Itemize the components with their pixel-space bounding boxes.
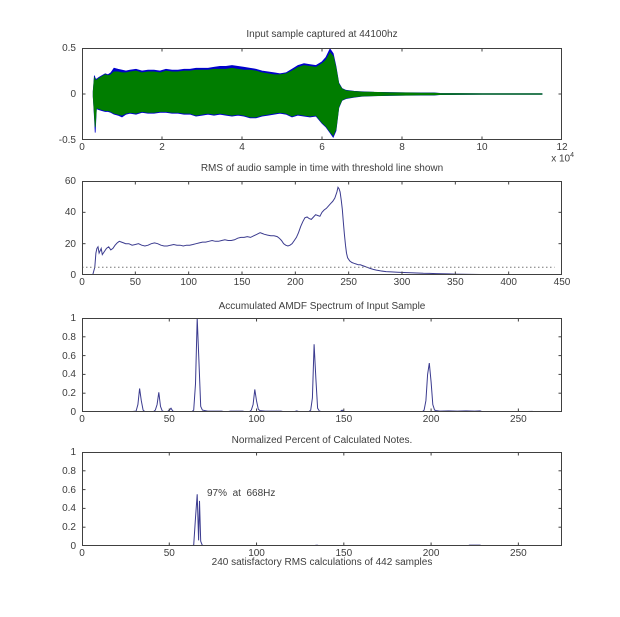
rms-x-tick-label: 200: [286, 277, 304, 288]
amdf-x-tick-label: 250: [510, 414, 527, 425]
amdf-x-tick-label: 100: [248, 414, 265, 425]
notes-title: Normalized Percent of Calculated Notes.: [231, 435, 413, 446]
rms-y-tick-label: 60: [64, 176, 76, 187]
amdf-spectrum: [82, 318, 562, 412]
notes-x-tick-label: 0: [79, 548, 85, 559]
waveform-y-tick-label: 0.5: [62, 43, 76, 54]
amdf-x-tick-label: 200: [422, 414, 440, 425]
rms-title: RMS of audio sample in time with thresho…: [200, 163, 444, 174]
notes-x-tick-label: 150: [335, 548, 353, 559]
waveform-envelope-green: [92, 51, 543, 137]
notes-plot: [82, 452, 562, 546]
rms-x-tick-label: 450: [553, 277, 571, 288]
waveform-plot: [82, 48, 562, 140]
amdf-y-tick-label: 0.6: [62, 350, 76, 362]
rms-x-tick-label: 350: [446, 277, 464, 288]
notes-y-tick-label: 0.6: [62, 484, 76, 496]
waveform-y-tick-label: -0.5: [58, 135, 76, 146]
rms-x-tick-label: 250: [340, 277, 357, 288]
amdf-x-tick-label: 0: [79, 414, 85, 425]
notes-x-tick-label: 50: [163, 548, 175, 559]
rms-plot: [82, 181, 562, 275]
amdf-y-tick-label: 1: [70, 313, 76, 324]
exponent-power: 4: [570, 152, 574, 159]
amdf-axes-box: [82, 318, 562, 412]
rms-axes-box: [82, 181, 562, 275]
notes-x-tick-label: 200: [422, 548, 440, 559]
waveform-x-tick-label: 6: [319, 142, 325, 153]
amdf-x-tick-label: 150: [335, 414, 353, 425]
notes-xlabel: 240 satisfactory RMS calculations of 442…: [211, 557, 433, 568]
notes-y-tick-label: 0: [70, 541, 76, 552]
notes-y-tick-label: 0.8: [62, 465, 76, 477]
waveform-x-tick-label: 2: [159, 142, 165, 153]
waveform-y-tick-label: 0: [70, 89, 76, 100]
notes-y-tick-label: 0.4: [62, 503, 76, 515]
amdf-y-tick-label: 0.8: [62, 331, 76, 343]
waveform-x-tick-label: 4: [239, 142, 245, 153]
x-axis-exponent-label: x 104: [528, 152, 574, 164]
rms-x-tick-label: 400: [500, 277, 517, 288]
rms-y-tick-label: 20: [64, 238, 76, 250]
amdf-plot: [82, 318, 562, 412]
rms-x-tick-label: 100: [180, 277, 197, 288]
notes-y-tick-label: 1: [70, 447, 76, 458]
waveform-x-tick-label: 8: [399, 142, 405, 153]
rms-x-tick-label: 300: [393, 277, 411, 288]
rms-x-tick-label: 150: [233, 277, 251, 288]
notes-y-tick-label: 0.2: [62, 522, 76, 534]
amdf-x-tick-label: 50: [163, 414, 175, 425]
waveform-title: Input sample captured at 44100hz: [246, 29, 398, 40]
rms-x-tick-label: 0: [79, 277, 85, 288]
notes-x-tick-label: 250: [510, 548, 527, 559]
exponent-prefix: x 10: [551, 153, 571, 165]
amdf-title: Accumulated AMDF Spectrum of Input Sampl…: [218, 301, 426, 312]
rms-curve: [82, 186, 555, 275]
amdf-y-tick-label: 0.2: [62, 388, 76, 400]
notes-spike: [82, 494, 562, 546]
waveform-x-tick-label: 12: [556, 142, 568, 153]
waveform-x-tick-label: 10: [476, 142, 488, 153]
rms-y-tick-label: 40: [64, 207, 76, 219]
notes-axes-box: [82, 452, 562, 546]
rms-x-tick-label: 50: [129, 277, 141, 288]
waveform-x-tick-label: 0: [79, 142, 85, 153]
rms-y-tick-label: 0: [70, 270, 76, 281]
waveform-axes-box: [82, 48, 562, 140]
peak-annotation: 97% at 668Hz: [207, 488, 276, 499]
amdf-y-tick-label: 0.4: [62, 369, 76, 381]
notes-x-tick-label: 100: [248, 548, 265, 559]
amdf-y-tick-label: 0: [70, 407, 76, 418]
